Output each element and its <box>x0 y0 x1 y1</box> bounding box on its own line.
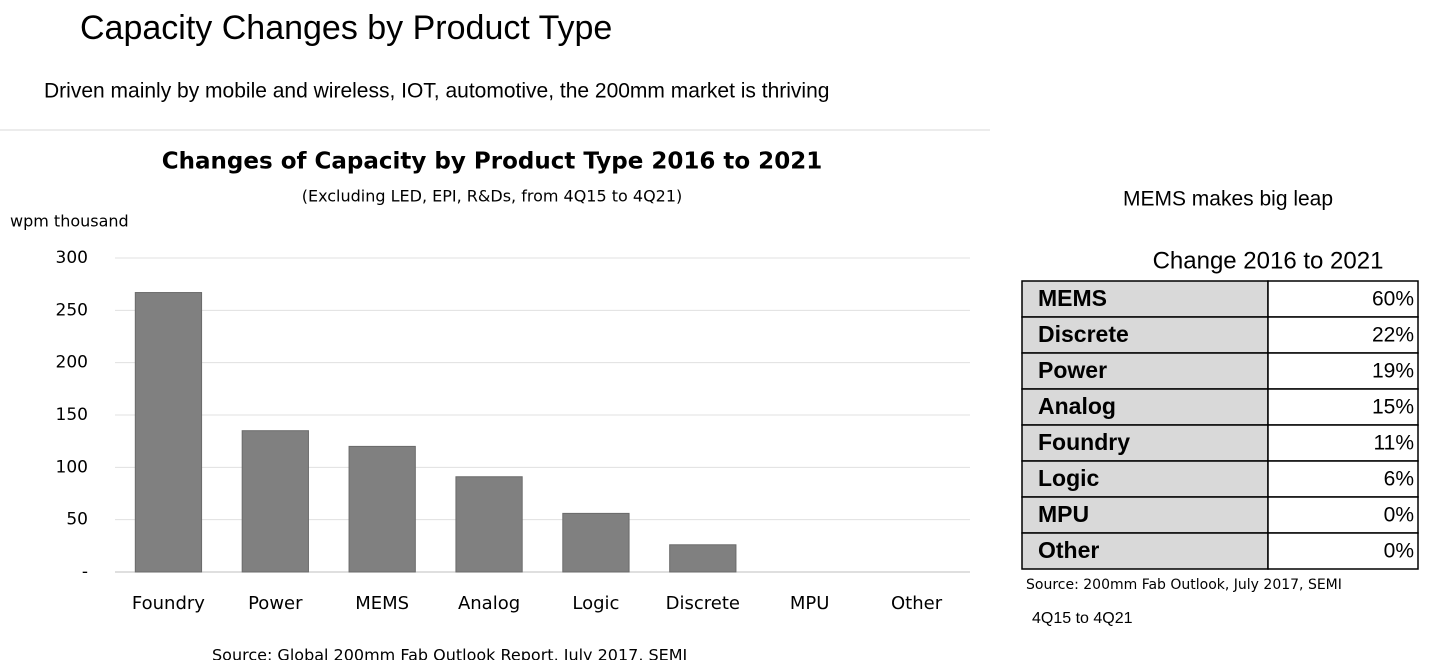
row-value: 60% <box>1372 288 1414 311</box>
slide-subtitle: Driven mainly by mobile and wireless, IO… <box>44 80 829 103</box>
table-cell <box>1021 532 1269 570</box>
table-cell <box>1021 460 1269 498</box>
row-value: 6% <box>1384 468 1414 491</box>
table-cell <box>1021 496 1269 534</box>
row-label: Foundry <box>1038 429 1130 455</box>
slide-title: Capacity Changes by Product Type <box>80 9 612 47</box>
x-tick-label: MPU <box>790 593 830 614</box>
x-tick-label: MEMS <box>355 593 409 614</box>
row-label: Logic <box>1038 465 1100 491</box>
table-source: Source: 200mm Fab Outlook, July 2017, SE… <box>1026 577 1342 593</box>
x-tick-label: Logic <box>572 593 619 614</box>
bar <box>134 292 203 573</box>
bar <box>669 544 737 573</box>
row-value: 11% <box>1374 432 1414 455</box>
y-tick-label: 250 <box>56 300 88 320</box>
y-axis-label: wpm thousand <box>10 212 129 231</box>
bar <box>455 476 523 573</box>
table-cell <box>1021 424 1269 462</box>
table-cell <box>1267 352 1419 390</box>
y-tick-label: 50 <box>66 510 88 530</box>
chart-source: Source: Global 200mm Fab Outlook Report,… <box>212 646 687 660</box>
table-caption: MEMS makes big leap <box>1123 188 1333 211</box>
x-tick-label: Other <box>891 593 943 614</box>
bar <box>348 445 416 573</box>
row-label: Other <box>1038 537 1099 563</box>
row-label: Discrete <box>1038 321 1129 347</box>
x-tick-label: Discrete <box>666 593 740 614</box>
bar <box>241 430 309 573</box>
y-tick-label: 300 <box>56 248 88 268</box>
y-tick-label: 150 <box>56 405 88 425</box>
x-tick-label: Power <box>248 593 303 614</box>
y-tick-label: - <box>82 562 88 582</box>
table-cell <box>1267 424 1419 462</box>
y-tick-label: 200 <box>56 353 88 373</box>
table: MEMS 60% Discrete 22% Power 19% Analog 15% Found… <box>1021 280 1419 570</box>
table-cell <box>1267 388 1419 426</box>
y-tick-label: 100 <box>56 457 88 477</box>
row-value: 0% <box>1384 540 1414 563</box>
table-note: 4Q15 to 4Q21 <box>1032 610 1133 627</box>
x-tick-label: Foundry <box>132 593 205 614</box>
chart-subtitle: (Excluding LED, EPI, R&Ds, from 4Q15 to … <box>302 187 683 206</box>
row-value: 22% <box>1372 324 1414 347</box>
table-cell <box>1267 280 1419 318</box>
row-value: 0% <box>1384 504 1414 527</box>
row-label: MPU <box>1038 501 1089 527</box>
row-value: 15% <box>1372 396 1414 419</box>
row-label: Analog <box>1038 393 1116 419</box>
table-cell <box>1267 496 1419 534</box>
bar <box>562 512 630 573</box>
row-label: MEMS <box>1038 285 1107 311</box>
table-cell <box>1267 532 1419 570</box>
row-label: Power <box>1038 357 1107 383</box>
row-value: 19% <box>1372 360 1414 383</box>
x-tick-label: Analog <box>458 593 520 614</box>
table-cell <box>1267 460 1419 498</box>
table-title: Change 2016 to 2021 <box>1153 247 1384 274</box>
chart-title: Changes of Capacity by Product Type 2016… <box>162 149 822 175</box>
